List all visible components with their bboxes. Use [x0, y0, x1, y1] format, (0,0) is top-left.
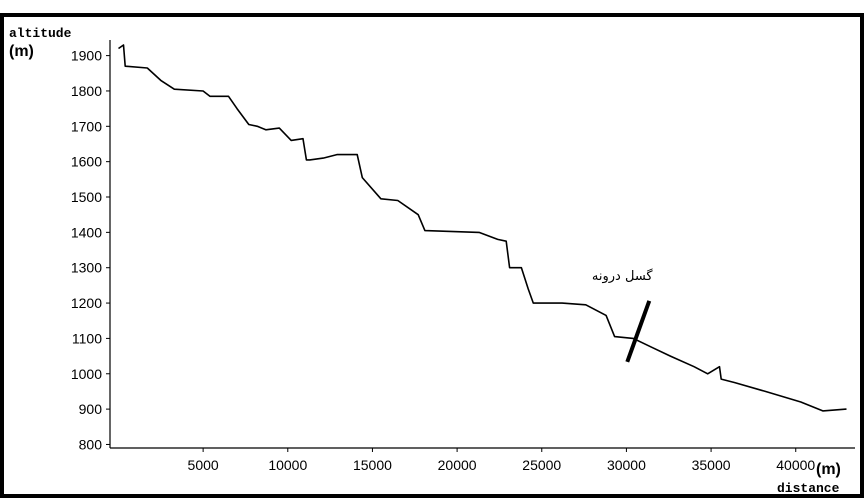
y-tick-label: 1200: [71, 295, 102, 311]
y-tick-label: 1600: [71, 154, 102, 170]
chart-frame: [0, 13, 864, 498]
x-tick-label: 40000: [776, 457, 815, 473]
y-tick-label: 900: [79, 401, 103, 417]
y-axis-unit: (m): [9, 43, 34, 60]
y-tick-label: 1000: [71, 366, 102, 382]
y-tick-label: 1500: [71, 189, 102, 205]
x-tick-label: 35000: [692, 457, 731, 473]
y-tick-label: 800: [79, 436, 103, 452]
y-tick-label: 1100: [72, 330, 102, 346]
y-tick-label: 1800: [71, 83, 102, 99]
x-tick-label: 30000: [607, 457, 646, 473]
x-tick-label: 25000: [522, 457, 561, 473]
axes: [109, 40, 855, 449]
fault-layer: گسل درونه: [592, 268, 654, 363]
x-tick-label: 20000: [438, 457, 477, 473]
y-tick-label: 1900: [71, 48, 102, 64]
y-tick-label: 1700: [71, 118, 102, 134]
fault-marker: [625, 300, 652, 363]
y-axis-label: altitude: [9, 26, 72, 41]
altitude-profile-line: [118, 44, 847, 412]
series-layer: [118, 44, 847, 412]
x-axis-label: distance: [777, 481, 840, 496]
x-axis-unit: (m): [816, 461, 841, 478]
y-tick-label: 1300: [71, 260, 102, 276]
y-tick-label: 1400: [71, 224, 102, 240]
fault-label: گسل درونه: [592, 268, 654, 284]
tick-group: 800 900 1000 1100 1200 1300 1400 1500 1600 1700 18…: [71, 48, 816, 473]
x-tick-label: 5000: [188, 457, 219, 473]
x-tick-label: 10000: [268, 457, 307, 473]
x-tick-label: 15000: [353, 457, 392, 473]
